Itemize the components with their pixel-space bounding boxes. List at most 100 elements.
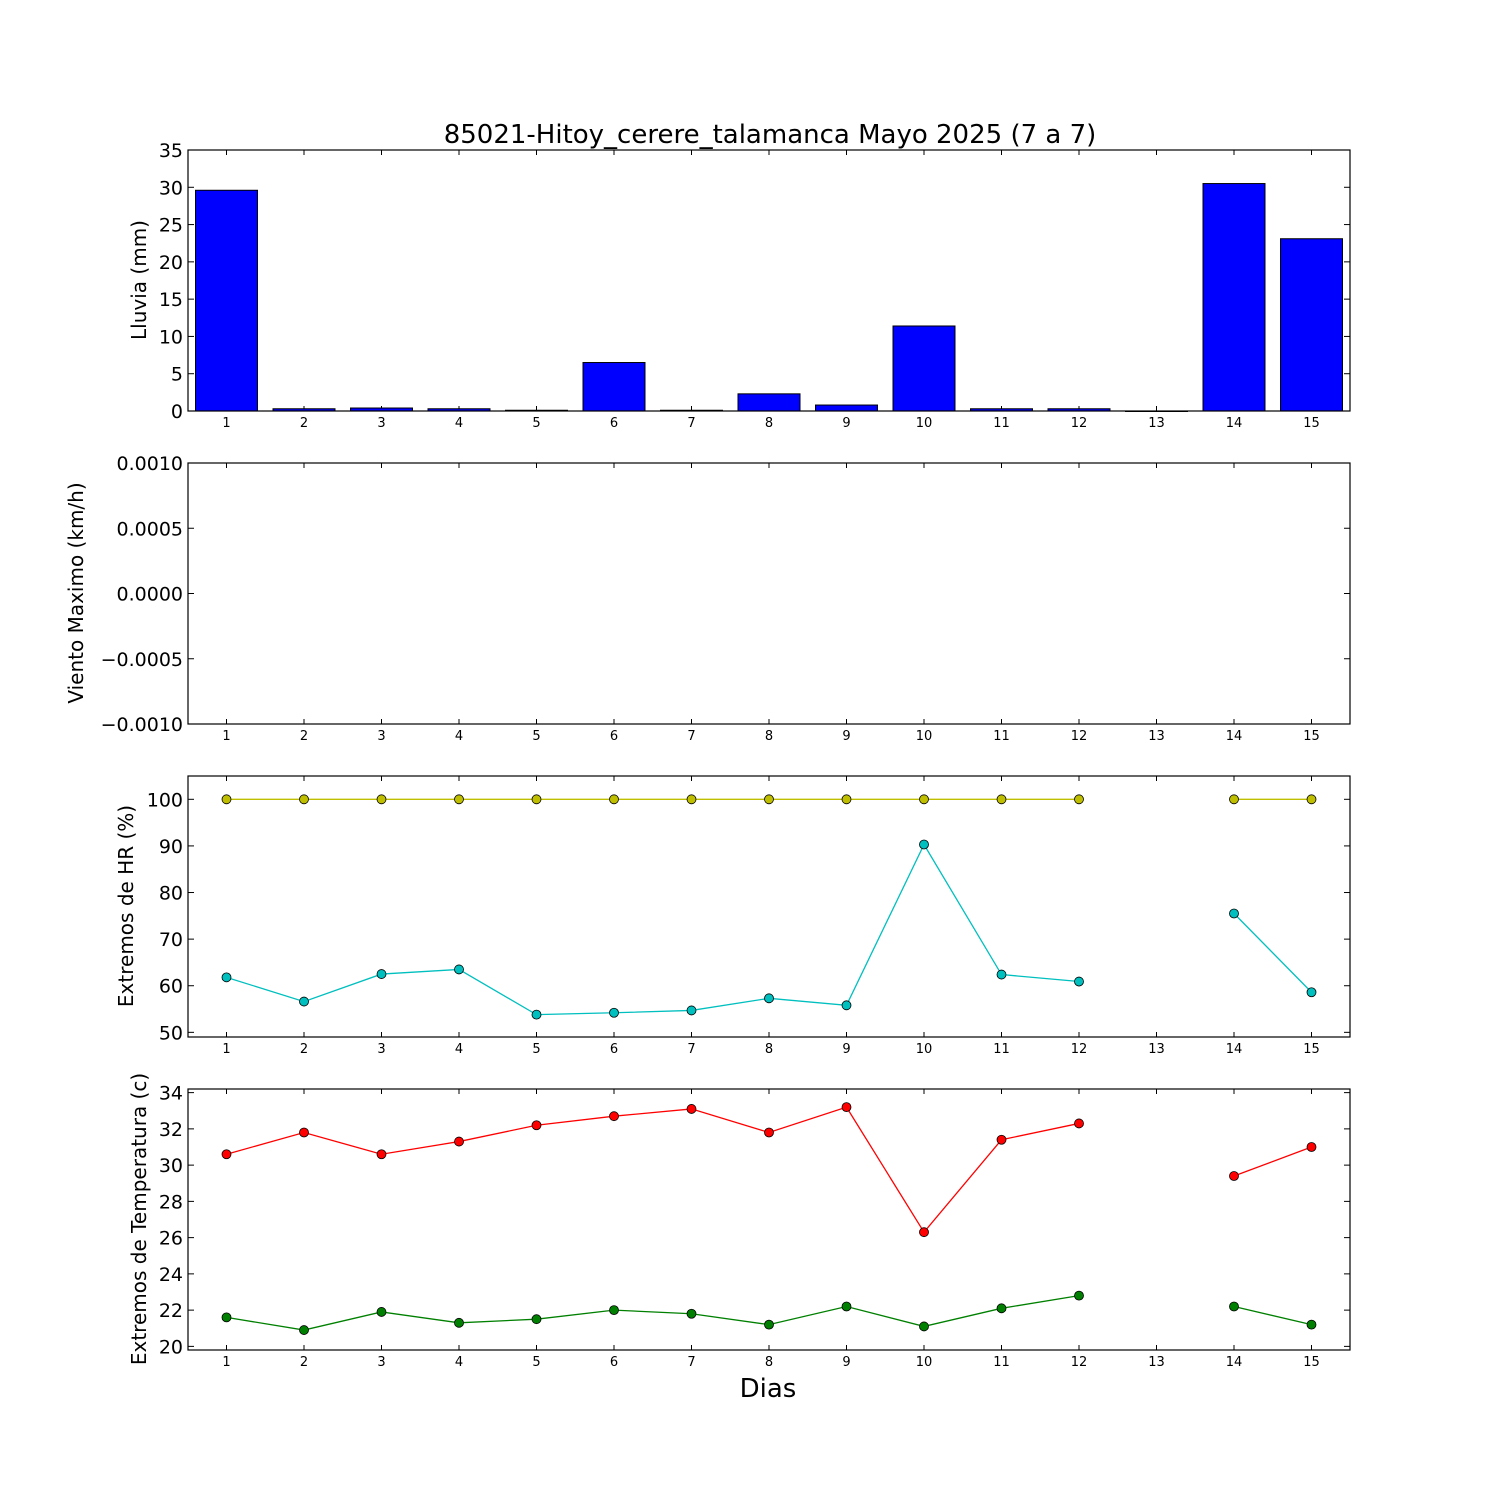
x-tick-label: 5	[532, 416, 540, 431]
data-point	[531, 794, 542, 805]
x-tick-label: 9	[842, 416, 850, 431]
x-tick-label: 11	[993, 416, 1010, 431]
y-tick-label: 20	[159, 1336, 183, 1358]
y-tick-label: 80	[159, 883, 183, 905]
data-point	[376, 1307, 387, 1317]
series-line	[226, 1294, 1080, 1331]
data-point	[299, 1325, 309, 1335]
data-point	[996, 1303, 1007, 1314]
x-tick-label: 1	[222, 1042, 230, 1057]
data-point	[841, 1301, 852, 1312]
x-tick-label: 13	[1148, 729, 1165, 744]
data-point	[609, 1007, 619, 1018]
axes-frame	[187, 462, 1351, 725]
series-line	[1233, 913, 1312, 993]
data-point	[1074, 1118, 1084, 1129]
x-tick-label: 4	[455, 416, 463, 431]
data-point	[454, 1136, 464, 1147]
rain-bar	[1202, 183, 1266, 412]
x-tick-label: 14	[1226, 729, 1243, 744]
data-point	[1074, 976, 1084, 987]
x-tick-label: 8	[765, 416, 773, 431]
data-point	[376, 969, 387, 979]
x-tick-label: 15	[1303, 1042, 1320, 1057]
data-point	[454, 964, 464, 975]
x-tick-label: 11	[993, 729, 1010, 744]
x-tick-label: 3	[377, 416, 385, 431]
data-point	[299, 1127, 309, 1138]
x-tick-label: 12	[1071, 1042, 1088, 1057]
data-point	[221, 1312, 232, 1323]
y-tick-label: 100	[147, 789, 183, 811]
series-line	[226, 843, 1080, 1016]
y-tick-label: 70	[159, 929, 183, 951]
data-point	[1229, 1301, 1239, 1312]
x-tick-label: 12	[1071, 729, 1088, 744]
rain-bar	[1280, 238, 1343, 412]
wind-panel: Viento Maximo (km/h) 1 2 3 4 5 6 7 8 9 10 11 12 13 14…	[64, 453, 1351, 744]
data-point	[609, 1305, 619, 1316]
x-tick-label: 4	[455, 1042, 463, 1057]
x-tick-label: 15	[1303, 416, 1320, 431]
x-tick-label: 8	[765, 1042, 773, 1057]
data-point	[531, 1120, 542, 1131]
y-tick-label: 0.0000	[117, 584, 183, 606]
x-tick-label: 6	[610, 416, 618, 431]
x-tick-label: 9	[842, 1042, 850, 1057]
temperature-y-label: Extremos de Temperatura (c)	[127, 1073, 151, 1365]
data-point	[841, 1000, 852, 1011]
data-point	[841, 1102, 852, 1113]
x-tick-label: 3	[377, 1042, 385, 1057]
y-tick-label: 24	[159, 1264, 183, 1286]
y-tick-label: 35	[159, 140, 183, 162]
y-tick-label: 25	[159, 215, 183, 237]
series-line	[1233, 1146, 1312, 1177]
data-point	[221, 972, 232, 983]
y-tick-label: −0.0010	[101, 714, 183, 736]
x-tick-label: 13	[1148, 1355, 1165, 1370]
x-tick-label: 2	[300, 1042, 308, 1057]
data-point	[221, 794, 232, 805]
y-tick-label: 10	[159, 326, 183, 348]
data-point	[841, 794, 852, 805]
data-point	[686, 794, 697, 805]
data-point	[686, 1005, 697, 1016]
data-point	[686, 1308, 697, 1319]
y-tick-label: 30	[159, 1155, 183, 1177]
x-tick-label: 2	[300, 729, 308, 744]
x-tick-label: 12	[1071, 416, 1088, 431]
rain-bar	[892, 325, 956, 412]
x-tick-label: 5	[532, 1042, 540, 1057]
x-tick-label: 8	[765, 729, 773, 744]
x-tick-label: 9	[842, 729, 850, 744]
rain-bar	[195, 189, 258, 412]
y-tick-label: 30	[159, 177, 183, 199]
data-point	[299, 996, 309, 1007]
x-tick-label: 10	[916, 1042, 933, 1057]
x-tick-label: 7	[687, 1355, 695, 1370]
humidity-y-label: Extremos de HR (%)	[114, 805, 138, 1007]
data-point	[764, 1127, 774, 1138]
y-tick-label: 22	[159, 1300, 183, 1322]
x-tick-label: 6	[610, 729, 618, 744]
x-tick-label: 7	[687, 729, 695, 744]
x-tick-label: 1	[222, 416, 230, 431]
x-tick-label: 10	[916, 729, 933, 744]
y-tick-label: 60	[159, 976, 183, 998]
data-point	[996, 1134, 1007, 1145]
humidity-panel: Extremos de HR (%) 1 2 3 4 5 6 7 8 9 10 11 12 13 14 15…	[114, 775, 1351, 1057]
x-tick-label: 9	[842, 1355, 850, 1370]
chart-title: 85021-Hitoy_cerere_talamanca Mayo 2025 (…	[444, 120, 1097, 150]
data-point	[919, 1321, 929, 1332]
temperature-panel: Extremos de Temperatura (c) 1 2 3 4 5 6 7 8 9 10 1…	[127, 1073, 1351, 1370]
y-tick-label: 0	[171, 401, 183, 423]
data-point	[1229, 794, 1239, 805]
x-tick-label: 1	[222, 1355, 230, 1370]
axes-frame	[187, 149, 1351, 412]
data-point	[609, 794, 619, 805]
series-line	[226, 1106, 1080, 1234]
series-line	[1233, 1305, 1312, 1326]
data-point	[1229, 908, 1239, 919]
y-tick-label: 32	[159, 1119, 183, 1141]
rain-bar	[737, 393, 801, 412]
